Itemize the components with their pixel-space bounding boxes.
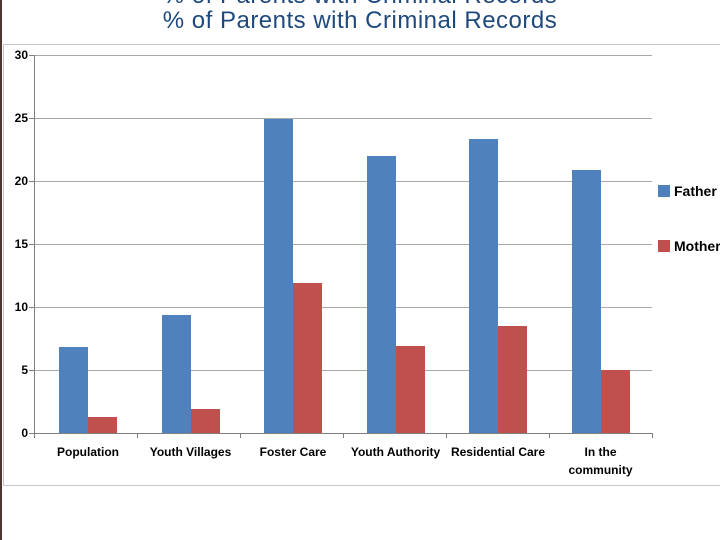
- bar-father-2: [264, 119, 293, 433]
- y-axis-tick-10: [29, 307, 34, 308]
- gridline-30: [34, 55, 652, 56]
- gridline-10: [34, 307, 652, 308]
- legend-swatch-mother: [658, 240, 670, 252]
- y-axis-tick-5: [29, 370, 34, 371]
- bar-mother-4: [498, 325, 527, 433]
- bar-father-5: [571, 169, 601, 433]
- x-axis-tick-4: [446, 433, 447, 438]
- y-axis-tick-15: [29, 244, 34, 245]
- category-label-0: Population: [57, 445, 119, 459]
- gridline-25: [34, 118, 652, 119]
- bar-mother-2: [293, 283, 322, 433]
- y-axis-tick-25: [29, 118, 34, 119]
- x-axis-tick-0: [34, 433, 35, 438]
- y-axis-line: [34, 55, 35, 438]
- x-axis-tick-6: [652, 433, 653, 438]
- x-axis-tick-2: [240, 433, 241, 438]
- x-axis-tick-1: [137, 433, 138, 438]
- category-label-2: Foster Care: [259, 445, 327, 459]
- category-label-3: Youth Authority: [350, 445, 441, 459]
- bar-father-3: [366, 155, 396, 433]
- category-label-1: Youth Villages: [149, 445, 232, 459]
- bar-mother-3: [395, 346, 425, 433]
- category-label-5: In the community: [568, 445, 633, 477]
- gridline-5: [34, 370, 652, 371]
- y-axis-label-5: 5: [21, 363, 28, 377]
- legend-swatch-father: [658, 185, 670, 197]
- y-axis-label-20: 20: [14, 174, 28, 188]
- y-axis-label-25: 25: [14, 111, 28, 125]
- y-axis-tick-20: [29, 181, 34, 182]
- bar-mother-5: [600, 370, 630, 433]
- chart-title: % of Parents with Criminal Records: [162, 7, 558, 34]
- y-axis-label-0: 0: [21, 426, 28, 440]
- y-axis-label-15: 15: [14, 237, 28, 251]
- left-edge-strip: [0, 0, 2, 540]
- y-axis-label-10: 10: [14, 300, 28, 314]
- x-axis-tick-5: [549, 433, 550, 438]
- y-axis-tick-30: [29, 55, 34, 56]
- bar-father-1: [161, 314, 191, 433]
- y-axis-label-30: 30: [14, 48, 28, 62]
- bar-father-0: [59, 347, 88, 433]
- legend-label-mother: Mother: [674, 238, 720, 254]
- bar-father-4: [469, 139, 498, 433]
- clipped-top-text-fragment: % of Parents with Criminal Records: [0, 0, 720, 9]
- legend-label-father: Father: [674, 183, 717, 199]
- bar-mother-1: [190, 409, 220, 433]
- x-axis-tick-3: [343, 433, 344, 438]
- gridline-15: [34, 244, 652, 245]
- category-label-4: Residential Care: [450, 445, 546, 459]
- bar-mother-0: [88, 416, 117, 433]
- clipped-title-text: % of Parents with Criminal Records: [0, 0, 720, 9]
- y-axis-tick-0: [29, 433, 34, 434]
- gridline-20: [34, 181, 652, 182]
